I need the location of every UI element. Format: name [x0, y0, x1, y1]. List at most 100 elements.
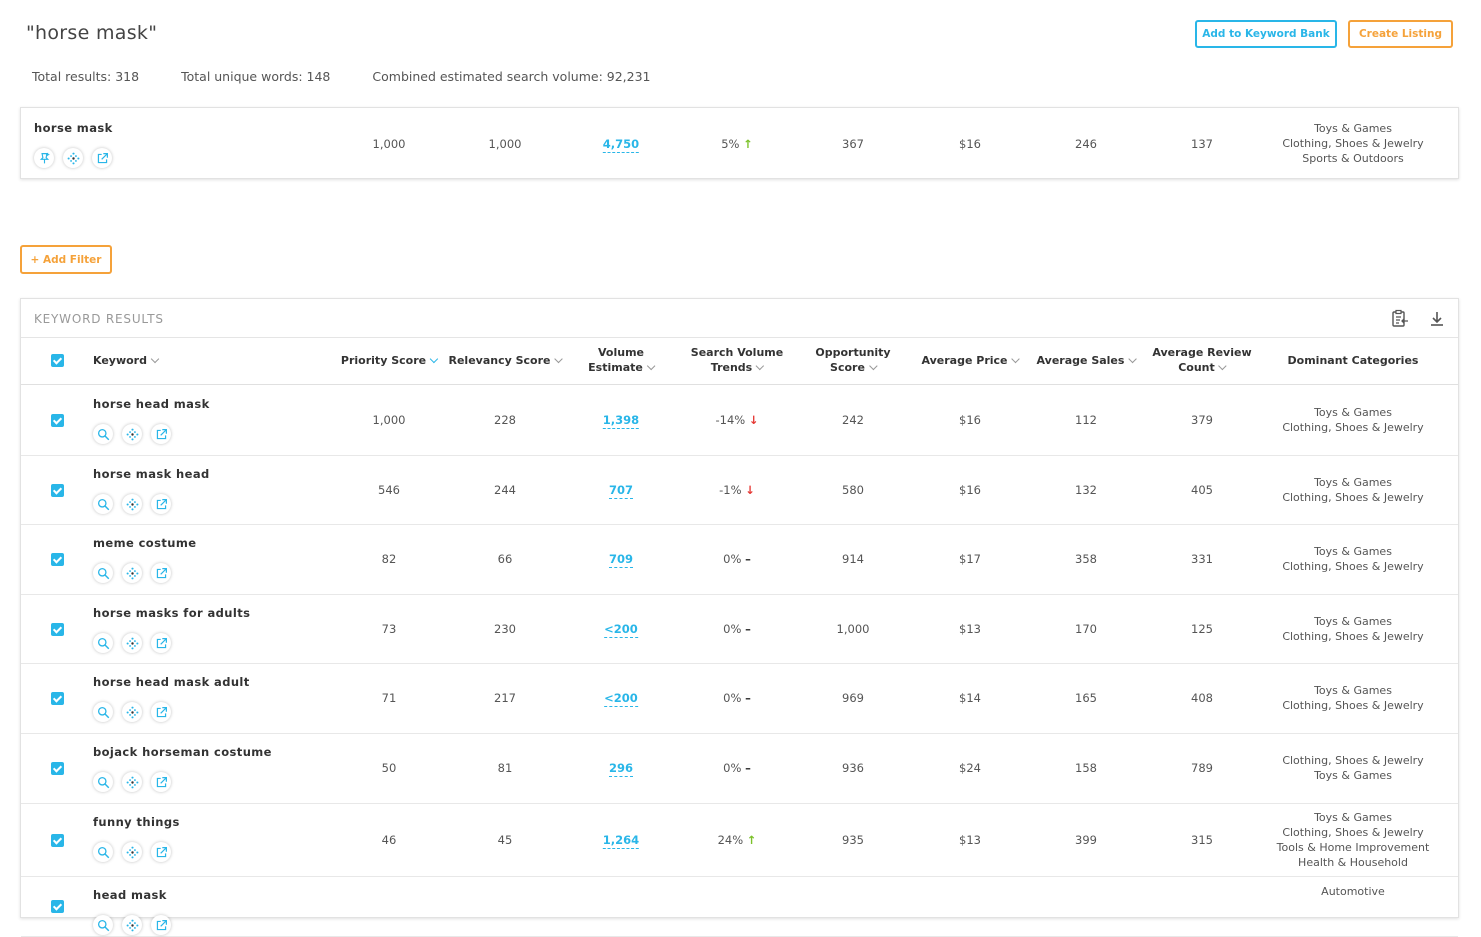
search-icon[interactable]: [93, 772, 113, 792]
row-checkbox[interactable]: [51, 414, 64, 427]
summary-volume[interactable]: 4,750: [602, 137, 640, 153]
col-average-sales[interactable]: Average Sales: [1037, 353, 1137, 368]
row-keyword: bojack horseman costume: [93, 745, 272, 759]
row-search-volume-trend: 0% –: [723, 552, 751, 566]
row-checkbox[interactable]: [51, 623, 64, 636]
results-title: KEYWORD RESULTS: [34, 312, 164, 326]
row-average-price: $13: [959, 833, 981, 847]
trend-flat-icon: –: [745, 691, 751, 705]
table-row: meme costume 82 66 914 $17 358 331 709 0% – Toys…: [21, 524, 1458, 595]
row-checkbox[interactable]: [51, 834, 64, 847]
external-link-icon[interactable]: [151, 842, 171, 862]
col-priority-score[interactable]: Priority Score: [341, 353, 439, 368]
row-priority-score: 82: [381, 552, 397, 566]
network-icon[interactable]: [122, 702, 142, 722]
external-link-icon[interactable]: [151, 494, 171, 514]
row-search-volume-trend: 0% –: [723, 622, 751, 636]
external-link-icon[interactable]: [151, 563, 171, 583]
row-keyword: horse head mask: [93, 397, 210, 411]
keyword-results-card: KEYWORD RESULTS Keyword Priority Score R…: [20, 298, 1459, 937]
row-priority-score: 1,000: [372, 413, 406, 427]
row-checkbox[interactable]: [51, 553, 64, 566]
row-average-sales: 158: [1075, 761, 1097, 775]
row-relevancy-score: 230: [494, 622, 516, 636]
col-average-price[interactable]: Average Price: [921, 353, 1020, 368]
row-checkbox[interactable]: [51, 692, 64, 705]
add-filter-button[interactable]: + Add Filter: [20, 245, 112, 274]
col-relevancy-score[interactable]: Relevancy Score: [449, 353, 563, 368]
row-relevancy-score: 217: [494, 691, 516, 705]
external-link-icon[interactable]: [151, 633, 171, 653]
row-average-price: $24: [959, 761, 981, 775]
external-link-icon[interactable]: [151, 772, 171, 792]
network-icon[interactable]: [122, 563, 142, 583]
network-icon[interactable]: [122, 772, 142, 792]
clipboard-icon[interactable]: [1390, 309, 1410, 329]
download-icon[interactable]: [1427, 309, 1447, 329]
row-average-review-count: 315: [1191, 833, 1213, 847]
row-keyword: horse head mask adult: [93, 675, 250, 689]
network-icon[interactable]: [63, 148, 83, 168]
row-search-volume-trend: 24% ↑: [717, 833, 757, 847]
external-link-icon[interactable]: [151, 702, 171, 722]
row-priority-score: 546: [378, 483, 400, 497]
row-average-review-count: 405: [1191, 483, 1213, 497]
add-to-keyword-bank-button[interactable]: Add to Keyword Bank: [1195, 20, 1337, 48]
row-checkbox[interactable]: [51, 484, 64, 497]
col-average-review-count[interactable]: Average Review Count: [1152, 346, 1252, 374]
table-row: horse head mask adult 71 217 969 $14 165 408 <…: [21, 663, 1458, 734]
summary-categories: Toys & Games Clothing, Shoes & Jewelry S…: [1282, 122, 1424, 165]
external-link-icon[interactable]: [151, 915, 171, 935]
row-dominant-categories: Toys & Games Clothing, Shoes & Jewelry: [1282, 615, 1424, 643]
search-icon[interactable]: [93, 494, 113, 514]
row-checkbox[interactable]: [51, 900, 64, 913]
row-dominant-categories: Clothing, Shoes & Jewelry Toys & Games: [1282, 754, 1424, 782]
search-icon[interactable]: [93, 424, 113, 444]
search-icon[interactable]: [93, 702, 113, 722]
row-opportunity-score: 935: [842, 833, 864, 847]
row-average-sales: 132: [1075, 483, 1097, 497]
external-link-icon[interactable]: [92, 148, 112, 168]
table-row: head mask Automotive: [21, 876, 1458, 937]
col-search-volume-trends[interactable]: Search Volume Trends: [690, 346, 784, 374]
summary-reviews: 137: [1191, 137, 1213, 151]
row-dominant-categories: Toys & Games Clothing, Shoes & Jewelry: [1282, 684, 1424, 712]
table-header: Keyword Priority Score Relevancy Score V…: [21, 337, 1458, 385]
row-volume-estimate[interactable]: 1,264: [602, 833, 640, 849]
row-volume-estimate[interactable]: <200: [604, 691, 638, 707]
row-average-sales: 358: [1075, 552, 1097, 566]
search-icon[interactable]: [93, 563, 113, 583]
table-row: horse masks for adults 73 230 1,000 $13 170 1…: [21, 594, 1458, 664]
row-dominant-categories: Toys & Games Clothing, Shoes & Jewelry Too…: [1276, 811, 1430, 869]
search-icon[interactable]: [93, 915, 113, 935]
network-icon[interactable]: [122, 842, 142, 862]
summary-priority: 1,000: [372, 137, 406, 151]
table-row: horse mask head 546 244 580 $16 132 405 707 -1%…: [21, 455, 1458, 525]
row-average-sales: 112: [1075, 413, 1097, 427]
row-checkbox[interactable]: [51, 762, 64, 775]
row-volume-estimate[interactable]: <200: [604, 622, 638, 638]
search-icon[interactable]: [93, 842, 113, 862]
row-volume-estimate[interactable]: 707: [608, 483, 634, 499]
create-listing-button[interactable]: Create Listing: [1348, 20, 1453, 48]
trend-flat-icon: –: [745, 622, 751, 636]
row-average-sales: 165: [1075, 691, 1097, 705]
col-volume-estimate[interactable]: Volume Estimate: [588, 345, 656, 375]
pin-icon[interactable]: [34, 148, 54, 168]
network-icon[interactable]: [122, 915, 142, 935]
row-volume-estimate[interactable]: 1,398: [602, 413, 640, 429]
row-average-price: $14: [959, 691, 981, 705]
col-opportunity-score[interactable]: Opportunity Score: [815, 346, 891, 374]
row-volume-estimate[interactable]: 709: [608, 552, 634, 568]
network-icon[interactable]: [122, 424, 142, 444]
network-icon[interactable]: [122, 633, 142, 653]
col-keyword[interactable]: Keyword: [93, 353, 160, 368]
network-icon[interactable]: [122, 494, 142, 514]
row-keyword: head mask: [93, 888, 167, 902]
row-volume-estimate[interactable]: 296: [608, 761, 634, 777]
select-all-checkbox[interactable]: [51, 354, 64, 367]
external-link-icon[interactable]: [151, 424, 171, 444]
row-average-review-count: 331: [1191, 552, 1213, 566]
row-opportunity-score: 969: [842, 691, 864, 705]
search-icon[interactable]: [93, 633, 113, 653]
